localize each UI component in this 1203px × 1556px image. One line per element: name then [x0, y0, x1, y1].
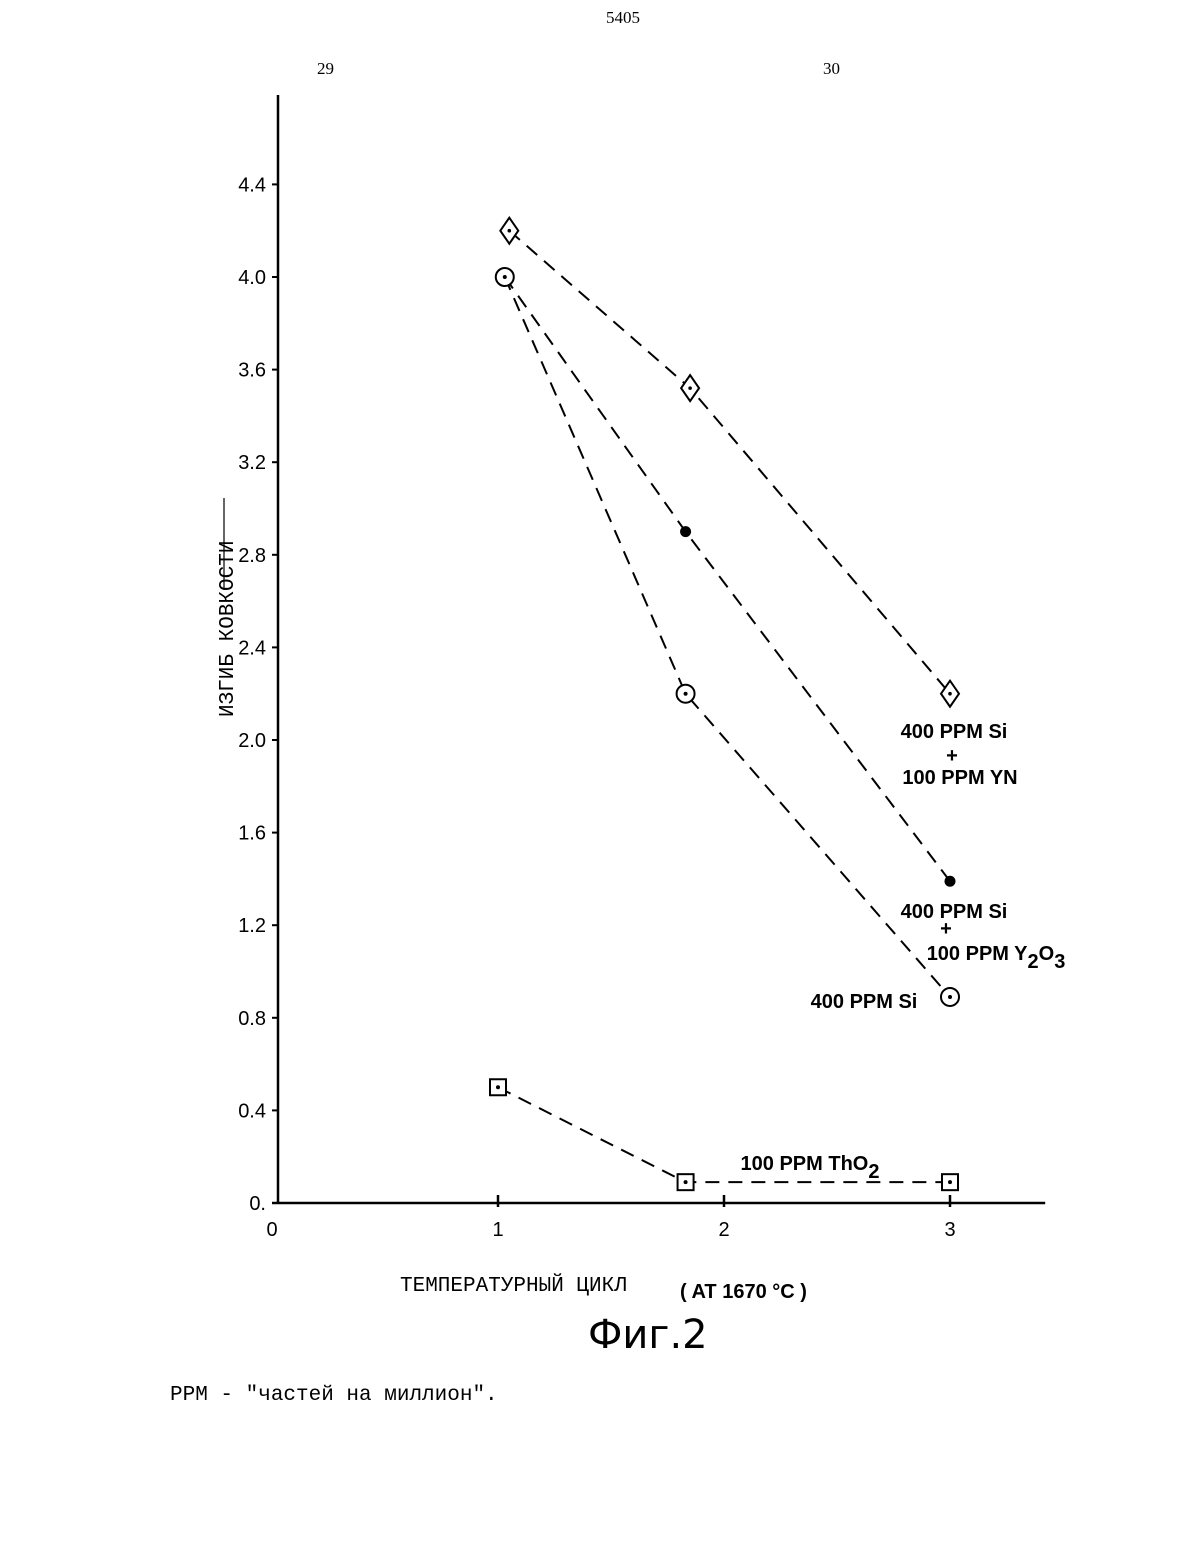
y-tick-label: 4.4: [238, 174, 266, 196]
marker-center-dot: [503, 275, 507, 279]
y-tick-label: 3.6: [238, 360, 266, 382]
series-line: [505, 277, 950, 997]
marker-dot: [945, 876, 956, 887]
marker-center-dot: [496, 1085, 500, 1089]
series-line: [509, 231, 950, 694]
figure-caption: Фиг.2: [588, 1312, 708, 1358]
series-label: 100 PPM Y2O3: [927, 943, 1066, 973]
series-label: 400 PPM Si: [811, 991, 918, 1013]
y-tick-label: 0.4: [238, 1100, 266, 1122]
series-diamond: [500, 218, 959, 707]
x-tick-label: 2: [718, 1219, 729, 1241]
y-axis-label: ИЗГИБ КОВКОСТИ: [217, 541, 240, 717]
y-tick-label: 2.8: [238, 545, 266, 567]
series-label: 400 PPM Si: [901, 901, 1008, 923]
y-tick-label: 2.0: [238, 730, 266, 752]
y-tick-label: 0.: [249, 1193, 266, 1215]
marker-center-dot: [688, 386, 692, 390]
series-line: [498, 1087, 950, 1182]
series-square-dot: [490, 1079, 958, 1190]
footnote: PPM - "частей на миллион".: [170, 1384, 498, 1407]
chart-labels: 400 PPM Si+100 PPM YN400 PPM Si+100 PPM …: [741, 721, 1066, 1183]
x-tick-label: 1: [492, 1219, 503, 1241]
series-line: [505, 277, 950, 881]
series-label: 100 PPM ThO2: [741, 1153, 880, 1183]
y-tick-label: 2.4: [238, 637, 266, 659]
chart-axes: 0. 0.4 0.8 1.2 1.6 2.0 2.4 2.8 3.2 3.6 4.0 4.4 0 1 2 3: [238, 95, 1045, 1241]
y-tick-label: 3.2: [238, 452, 266, 474]
series-label: 100 PPM YN: [902, 767, 1017, 789]
series-label: +: [946, 745, 958, 767]
series-dot: [499, 272, 955, 887]
chart-series: [490, 218, 959, 1190]
y-tick-label: 4.0: [238, 267, 266, 289]
marker-center-dot: [684, 692, 688, 696]
marker-center-dot: [684, 1180, 688, 1184]
series-label: 400 PPM Si: [901, 721, 1008, 743]
y-tick-label: 0.8: [238, 1008, 266, 1030]
y-tick-label: 1.2: [238, 915, 266, 937]
marker-center-dot: [948, 1180, 952, 1184]
marker-center-dot: [948, 692, 952, 696]
marker-center-dot: [508, 229, 512, 233]
x-axis-label: ТЕМПЕРАТУРНЫЙ ЦИКЛ: [400, 1274, 627, 1298]
x-tick-label: 3: [944, 1219, 955, 1241]
marker-center-dot: [948, 995, 952, 999]
marker-dot: [680, 526, 691, 537]
y-tick-label: 1.6: [238, 823, 266, 845]
x-tick-label: 0: [266, 1219, 277, 1241]
series-label: +: [940, 918, 952, 940]
x-axis-label-note: ( AT 1670 °C ): [680, 1281, 807, 1303]
series-circle-dot: [496, 268, 959, 1006]
